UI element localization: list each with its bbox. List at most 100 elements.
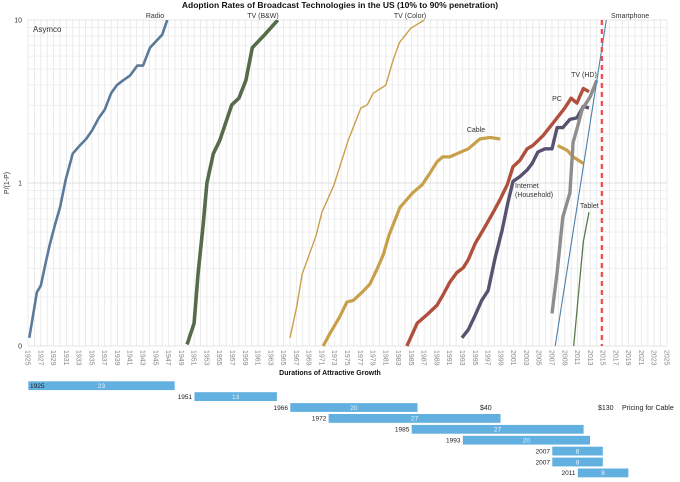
x-tick-label: 2007: [547, 350, 554, 366]
x-tick-label: 1939: [113, 350, 120, 366]
series-label: Radio: [146, 13, 164, 20]
x-tick-label: 1949: [177, 350, 184, 366]
duration-bar: [551, 446, 604, 457]
x-tick-label: 1997: [484, 350, 491, 366]
asymco-annotation: Asymco: [33, 25, 62, 34]
x-tick-label: 1973: [330, 350, 337, 366]
x-tick-label: 2019: [624, 350, 631, 366]
duration-bar: [27, 380, 176, 391]
grid: [27, 19, 668, 347]
bar-duration-label: 8: [601, 470, 605, 477]
series-labels: Radio TV (B&W) TV (Color) Cable PC Internet (H…: [146, 13, 649, 210]
bar-start-label: 1925: [30, 383, 45, 390]
x-tick-label: 2001: [509, 350, 516, 366]
bar-start-label: 2011: [562, 470, 576, 477]
x-tick-label: 1979: [369, 350, 376, 366]
x-tick-label: 1967: [292, 350, 299, 366]
x-axis-label: Durations of Attractive Growth: [279, 370, 381, 377]
series-label: TV (HD): [571, 72, 597, 79]
bar-duration-label: 8: [576, 448, 580, 455]
series-line-cable-later-: [556, 144, 585, 165]
x-tick-label: 1963: [266, 350, 273, 366]
x-tick-label: 1947: [164, 350, 171, 366]
x-tick-label: 1985: [407, 350, 414, 366]
duration-bar: [462, 435, 591, 446]
x-tick-label: 1995: [471, 350, 478, 366]
x-tick-label: 2023: [650, 350, 657, 366]
x-tick-label: 1953: [202, 350, 209, 366]
x-tick-label: 1955: [215, 350, 222, 366]
series-label: Smartphone: [611, 13, 649, 20]
y-axis-label: P/(1-P): [4, 172, 11, 194]
bar-start-label: 2007: [536, 459, 551, 466]
cable-price-low: $40: [480, 405, 492, 412]
x-tick-label: 1965: [279, 350, 286, 366]
series-line-radio: [28, 20, 169, 339]
y-axis-ticks: 0 1 10: [14, 18, 22, 351]
chart-title: Adoption Rates of Broadcast Technologies…: [182, 0, 498, 10]
x-tick-label: 2005: [535, 350, 542, 366]
y-tick-label: 10: [14, 18, 22, 25]
series-label: TV (B&W): [247, 13, 279, 20]
x-tick-label: 1933: [75, 350, 82, 366]
x-tick-label: 2017: [611, 350, 618, 366]
y-tick-label: 1: [18, 181, 22, 188]
series-label: Internet: [515, 183, 539, 190]
series-label: Tablet: [580, 203, 599, 210]
series-line-tablet: [573, 212, 590, 347]
x-tick-label: 1969: [305, 350, 312, 366]
x-tick-label: 2021: [637, 350, 644, 366]
bar-duration-label: 27: [411, 416, 419, 423]
x-tick-label: 1927: [36, 350, 43, 366]
bar-duration-label: 8: [576, 459, 580, 466]
x-tick-label: 2015: [599, 350, 606, 366]
x-tick-label: 1941: [126, 350, 133, 366]
x-tick-label: 1935: [87, 350, 94, 366]
duration-bar: [328, 413, 502, 424]
bar-duration-label: 20: [350, 405, 358, 412]
x-tick-label: 1993: [458, 350, 465, 366]
bar-start-label: 1951: [178, 394, 193, 401]
x-tick-label: 2025: [663, 350, 670, 366]
y-tick-label: 0: [18, 344, 22, 351]
x-tick-label: 2003: [522, 350, 529, 366]
bar-duration-label: 23: [98, 383, 106, 390]
x-tick-label: 1983: [394, 350, 401, 366]
x-tick-label: 1981: [381, 350, 388, 366]
series-line-tv-hd-: [550, 79, 599, 314]
bar-duration-label: 20: [523, 438, 531, 445]
series-line-smartphone: [554, 20, 607, 347]
x-tick-label: 2009: [560, 350, 567, 366]
bar-start-label: 1985: [395, 427, 410, 434]
x-tick-label: 1999: [496, 350, 503, 366]
duration-bar: [193, 391, 278, 402]
x-tick-label: 1943: [139, 350, 146, 366]
x-tick-label: 1925: [24, 350, 31, 366]
series-line-internet-household-: [460, 104, 590, 339]
series-line-tv-b-w-: [185, 20, 280, 345]
series-lines: [28, 20, 607, 347]
duration-bar: [411, 424, 585, 435]
x-tick-label: 1991: [445, 350, 452, 366]
x-tick-label: 1989: [432, 350, 439, 366]
series-line-pc: [405, 86, 590, 347]
bar-start-label: 1993: [446, 438, 461, 445]
x-tick-label: 1951: [190, 350, 197, 366]
x-tick-label: 1987: [420, 350, 427, 366]
series-label: TV (Color): [394, 13, 426, 20]
duration-bar: [551, 456, 604, 467]
series-line-cable: [321, 135, 501, 347]
x-tick-label: 1931: [62, 350, 69, 366]
x-tick-label: 1961: [254, 350, 261, 366]
cable-price-high: $130: [598, 405, 614, 412]
series-label: Cable: [467, 127, 485, 134]
x-tick-label: 1929: [49, 350, 56, 366]
x-tick-label: 2011: [573, 350, 580, 365]
series-label: PC: [552, 96, 562, 103]
bar-start-label: 1972: [312, 416, 327, 423]
bar-start-label: 2007: [536, 448, 551, 455]
x-tick-label: 2013: [586, 350, 593, 366]
x-tick-label: 1975: [343, 350, 350, 366]
